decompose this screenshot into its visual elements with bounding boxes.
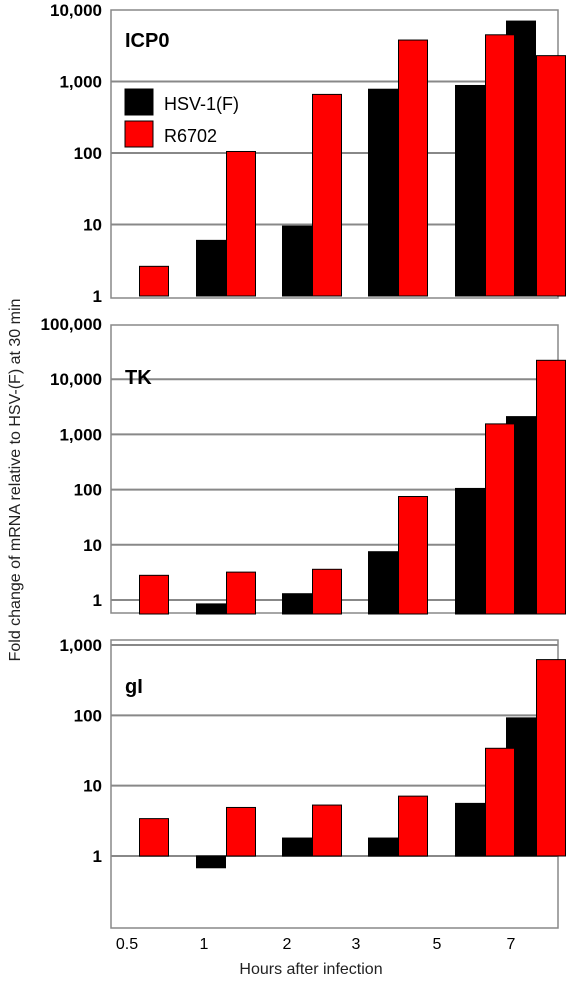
y-tick-label: 10 <box>83 216 102 235</box>
bar-hsv1f-3 <box>368 88 398 297</box>
x-axis-title: Hours after infection <box>239 961 382 978</box>
panel-title: TK <box>125 367 152 389</box>
x-tick-labels: 0.5 1 2 3 5 7 <box>116 936 516 953</box>
y-axis-title: Fold change of mRNA relative to HSV-(F) … <box>7 299 24 662</box>
bar-hsv1f-5 <box>455 84 485 297</box>
y-tick-label: 10,000 <box>50 370 102 389</box>
bar-hsv1f-1 <box>196 603 226 615</box>
bar-r6702-7 <box>536 659 566 857</box>
bar-r6702-0.5 <box>139 818 169 857</box>
bar-r6702-2 <box>312 804 342 857</box>
bar-hsv1f-1 <box>196 239 226 297</box>
x-tick-label: 1 <box>200 936 209 953</box>
x-tick-label: 0.5 <box>116 936 138 953</box>
bar-r6702-0.5 <box>139 574 169 615</box>
y-tick-label: 10 <box>83 777 102 796</box>
bar-r6702-7 <box>536 359 566 615</box>
bar-r6702-5 <box>485 34 515 297</box>
y-tick-label: 1,000 <box>59 425 102 444</box>
bar-r6702-1 <box>226 806 256 857</box>
bar-r6702-3 <box>398 39 428 297</box>
legend: HSV-1(F) R6702 <box>124 88 239 148</box>
x-tick-label: 2 <box>283 936 292 953</box>
bar-r6702-3 <box>398 495 428 615</box>
panel-title: ICP0 <box>125 30 169 52</box>
x-tick-label: 3 <box>352 936 361 953</box>
panel-gi: 1 10 100 1,000 gI <box>59 636 566 929</box>
bar-r6702-7 <box>536 55 566 297</box>
y-tick-label: 1 <box>93 591 102 610</box>
bar-hsv1f-3 <box>368 837 398 857</box>
y-tick-label: 10 <box>83 536 102 555</box>
y-tick-label: 100 <box>74 706 102 725</box>
chart-panels: 1 10 100 1,000 10,000 ICP0 1 10 100 1,000 10,000 10… <box>41 1 566 929</box>
panel-title: gI <box>125 676 143 698</box>
y-tick-label: 100,000 <box>41 315 102 334</box>
legend-swatch-hsv1f <box>124 88 154 116</box>
bar-hsv1f-3 <box>368 551 398 615</box>
bar-hsv1f-2 <box>282 225 312 297</box>
panel-tk: 1 10 100 1,000 10,000 100,000 TK <box>41 315 566 615</box>
panel-icp0: 1 10 100 1,000 10,000 ICP0 <box>50 1 566 306</box>
bar-hsv1f-1 <box>196 855 226 869</box>
bar-r6702-2 <box>312 93 342 297</box>
bar-hsv1f-2 <box>282 593 312 615</box>
bar-r6702-1 <box>226 150 256 297</box>
bar-r6702-1 <box>226 571 256 615</box>
bar-hsv1f-5 <box>455 487 485 615</box>
y-tick-label: 100 <box>74 144 102 163</box>
x-tick-label: 7 <box>507 936 516 953</box>
bar-r6702-5 <box>485 747 515 857</box>
bar-hsv1f-5 <box>455 802 485 857</box>
bar-r6702-3 <box>398 795 428 857</box>
y-tick-label: 1,000 <box>59 636 102 655</box>
bar-r6702-0.5 <box>139 265 169 297</box>
bar-hsv1f-2 <box>282 837 312 857</box>
y-tick-label: 1 <box>93 287 102 306</box>
y-tick-label: 10,000 <box>50 1 102 20</box>
x-tick-label: 5 <box>433 936 442 953</box>
y-tick-label: 1,000 <box>59 73 102 92</box>
bar-r6702-2 <box>312 568 342 615</box>
bar-r6702-5 <box>485 423 515 615</box>
legend-label-r6702: R6702 <box>164 126 217 146</box>
legend-label-hsv1f: HSV-1(F) <box>164 94 239 114</box>
y-tick-label: 100 <box>74 481 102 500</box>
y-tick-label: 1 <box>93 847 102 866</box>
legend-swatch-r6702 <box>124 120 154 148</box>
